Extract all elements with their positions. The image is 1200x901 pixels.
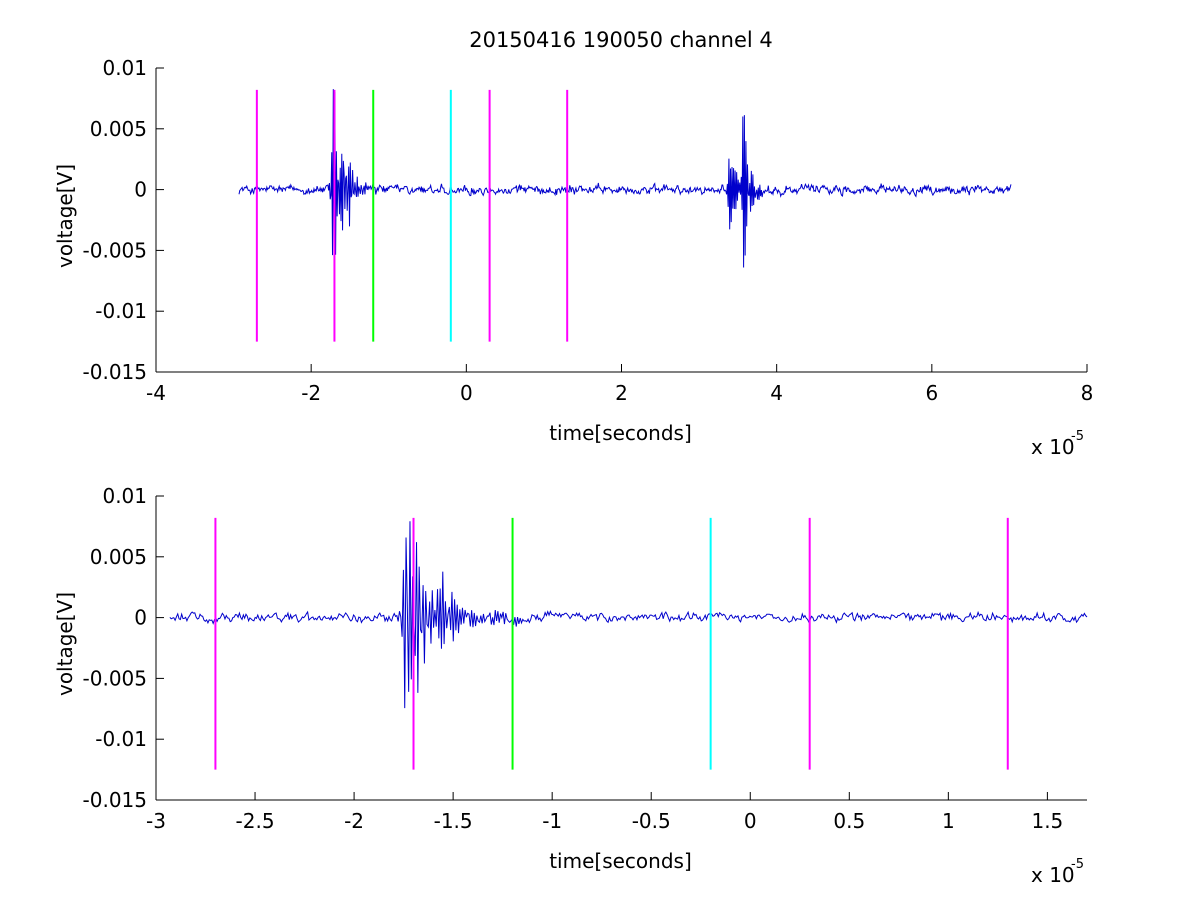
y-tick-label: -0.015 xyxy=(83,360,147,384)
y-tick-label: -0.01 xyxy=(95,727,147,751)
signal-series xyxy=(169,521,1088,709)
y-axis-label: voltage[V] xyxy=(53,592,77,696)
y-axis-label: voltage[V] xyxy=(53,164,77,268)
y-tick-label: 0 xyxy=(134,178,147,202)
y-tick-label: 0.01 xyxy=(102,56,147,80)
x-tick-label: -1 xyxy=(542,809,562,833)
x-tick-label: -0.5 xyxy=(632,809,671,833)
x-tick-label: -3 xyxy=(146,809,166,833)
figure-title: 20150416 190050 channel 4 xyxy=(469,28,773,52)
y-tick-label: 0.01 xyxy=(102,484,147,508)
y-tick-label: 0.005 xyxy=(90,117,147,141)
x-tick-label: -2 xyxy=(301,381,321,405)
x-axis-exponent-power: -5 xyxy=(1071,857,1084,872)
x-tick-label: -1.5 xyxy=(434,809,473,833)
plot-bottom: -3 -2.5 -2 -1.5 -1 -0.5 0 0.5 1 1.5 -0.015 -0.01 -0.… xyxy=(53,484,1088,887)
y-tick-label: -0.015 xyxy=(83,788,147,812)
x-tick-label: 0 xyxy=(460,381,473,405)
y-tick-label: -0.005 xyxy=(83,666,147,690)
x-axis-exponent-power: -5 xyxy=(1071,429,1084,444)
x-axis-label: time[seconds] xyxy=(549,421,692,445)
signal-series xyxy=(238,89,1012,273)
y-tick-label: 0.005 xyxy=(90,545,147,569)
x-tick-label: -4 xyxy=(146,381,166,405)
y-tick-label: -0.01 xyxy=(95,299,147,323)
x-tick-label: 1.5 xyxy=(1031,809,1063,833)
x-tick-label: 0 xyxy=(744,809,757,833)
x-axis-exponent: x 10 xyxy=(1031,435,1075,459)
y-tick-label: -0.005 xyxy=(83,238,147,262)
x-tick-label: 8 xyxy=(1081,381,1094,405)
x-tick-label: 2 xyxy=(615,381,628,405)
x-tick-label: -2 xyxy=(344,809,364,833)
x-tick-label: 0.5 xyxy=(833,809,865,833)
x-tick-label: 6 xyxy=(925,381,938,405)
x-tick-label: 1 xyxy=(942,809,955,833)
x-tick-label: 4 xyxy=(770,381,783,405)
y-tick-label: 0 xyxy=(134,606,147,630)
x-axis-exponent: x 10 xyxy=(1031,863,1075,887)
plot-top: -4 -2 0 2 4 6 8 -0.015 -0.01 -0.005 0 0.005 0.01 time… xyxy=(53,56,1093,459)
x-tick-label: -2.5 xyxy=(236,809,275,833)
x-axis-label: time[seconds] xyxy=(549,849,692,873)
